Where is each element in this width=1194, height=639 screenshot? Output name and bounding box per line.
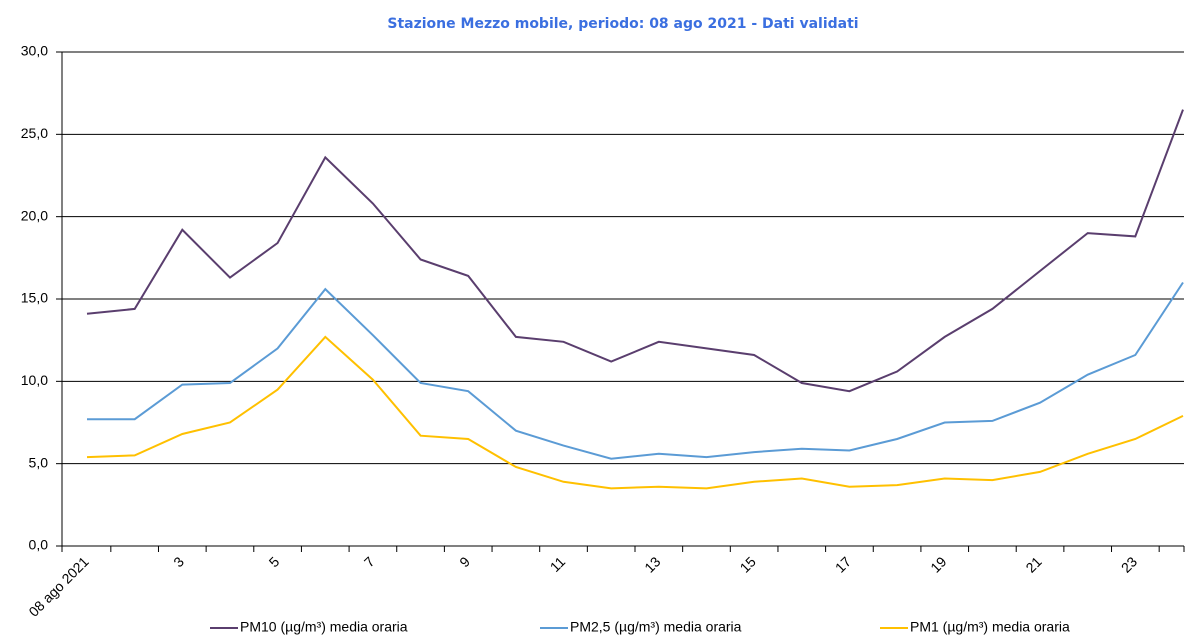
x-tick-label: 08 ago 2021 <box>25 553 92 620</box>
x-tick-label: 11 <box>547 553 569 575</box>
x-tick-label: 3 <box>170 553 187 570</box>
x-tick-label: 7 <box>361 553 378 570</box>
x-tick-label: 15 <box>737 553 759 575</box>
legend-label: PM1 (µg/m³) media oraria <box>910 619 1070 635</box>
y-tick-label: 10,0 <box>21 372 48 388</box>
legend-label: PM10 (µg/m³) media oraria <box>240 619 408 635</box>
series-line <box>86 109 1184 393</box>
y-tick-label: 30,0 <box>21 43 48 59</box>
y-tick-label: 0,0 <box>29 537 49 553</box>
x-tick-label: 9 <box>456 553 473 570</box>
x-tick-label: 13 <box>641 553 663 575</box>
x-tick-label: 23 <box>1118 553 1140 575</box>
x-tick-label: 19 <box>927 553 949 575</box>
series-line <box>86 335 1184 490</box>
y-tick-label: 5,0 <box>29 454 49 470</box>
series-line <box>87 281 1184 460</box>
y-tick-label: 15,0 <box>21 290 48 306</box>
chart-title: Stazione Mezzo mobile, periodo: 08 ago 2… <box>387 16 858 32</box>
y-tick-label: 25,0 <box>21 125 48 141</box>
x-tick-label: 17 <box>832 553 854 575</box>
legend-label: PM2,5 (µg/m³) media oraria <box>570 619 742 635</box>
x-tick-label: 21 <box>1022 553 1044 575</box>
y-tick-label: 20,0 <box>21 207 48 223</box>
x-tick-label: 5 <box>266 553 283 570</box>
